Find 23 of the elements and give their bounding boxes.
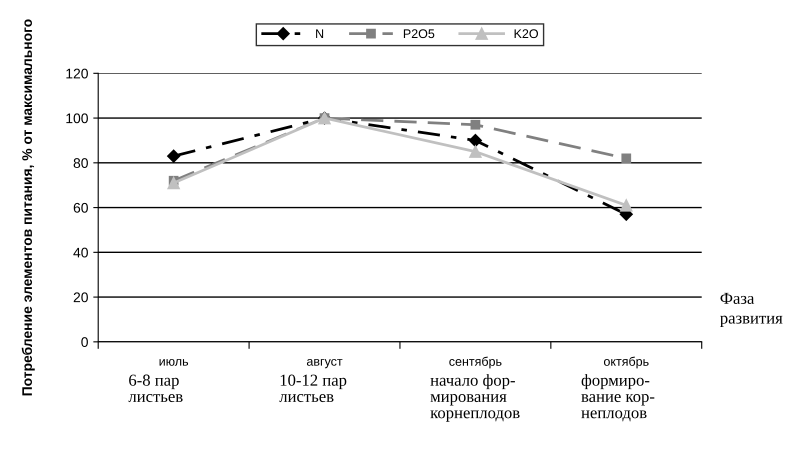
point [620, 199, 633, 212]
y-tick-label: 0 [81, 337, 88, 348]
y-tick-label: 120 [66, 68, 88, 78]
y-tick-label: 100 [66, 113, 88, 124]
legend-label: K2O [514, 29, 538, 38]
point [468, 134, 482, 148]
y-tick-label: 20 [74, 292, 88, 302]
x-axis-title: Фаза развития [720, 292, 782, 328]
x-tick-label: октябрь формиро- вание кор- неплодов [581, 356, 654, 422]
point [469, 145, 482, 158]
y-tick-label: 40 [73, 248, 88, 258]
x-tick-label: август 10-12 пар листьев [279, 358, 346, 402]
x-tick-label: сентябрь начало фор- мирования корнеплодов [430, 356, 520, 422]
x-tick-label: июль 6-8 пар листьев [128, 358, 188, 402]
legend-label: N [316, 29, 324, 38]
y-axis-title: Потребление элементов питания, % от максимального [22, 19, 35, 396]
legend-label: P2O5 [404, 29, 434, 38]
point [621, 153, 632, 164]
point [470, 120, 480, 130]
y-tick-label: 60 [74, 202, 88, 213]
point [167, 150, 180, 163]
point [167, 176, 180, 190]
y-tick-label: 80 [74, 158, 88, 168]
